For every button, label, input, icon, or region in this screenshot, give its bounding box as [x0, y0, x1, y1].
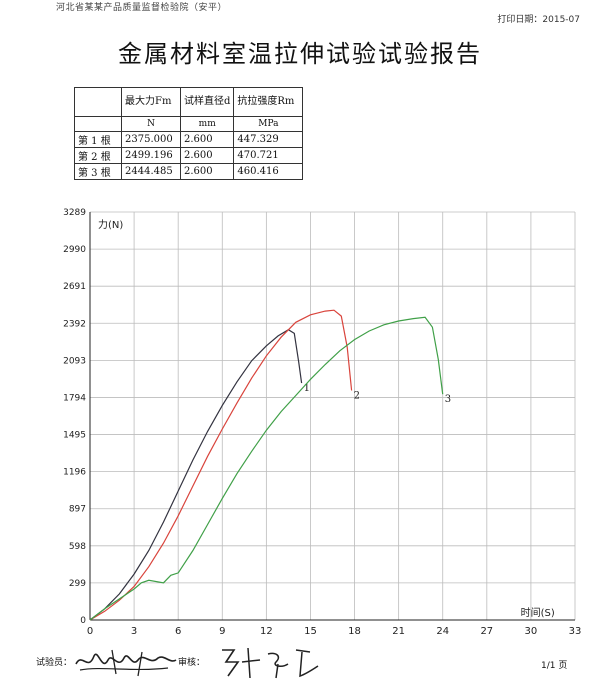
x-tick-label: 15: [304, 626, 317, 637]
x-tick-label: 24: [436, 626, 449, 637]
series-label: 1: [304, 383, 310, 394]
series-line-2: [89, 309, 353, 621]
x-tick-label: 21: [392, 626, 405, 637]
report-title: 金属材料室温拉伸试验试验报告: [118, 40, 482, 68]
x-tick-label: 27: [480, 626, 493, 637]
table-cell: 2.600: [179, 147, 235, 164]
table-unit-cell: mm: [179, 116, 235, 132]
x-tick-label: 9: [219, 626, 225, 637]
table-cell: 第 1 根: [74, 131, 122, 148]
table-unit-cell: MPa: [233, 116, 304, 132]
reviewer-signature: [222, 647, 319, 679]
table-cell: 2.600: [179, 163, 235, 180]
y-tick-label: 1794: [63, 393, 86, 403]
print-date: 打印日期：2015-07: [497, 15, 580, 25]
table-header-cell: [74, 87, 122, 117]
x-tick-label: 33: [569, 626, 582, 637]
table-unit-cell: N: [121, 116, 181, 132]
series-line-1: [89, 328, 303, 621]
table-cell: 470.721: [233, 147, 304, 164]
x-tick-label: 12: [260, 626, 273, 637]
table-header-cell: 抗拉强度Rm: [233, 87, 304, 117]
series-label: 2: [354, 391, 360, 402]
table-cell: 447.329: [233, 131, 304, 148]
page-number: 1/1 页: [541, 661, 568, 671]
table-header-cell: 试样直径d: [179, 87, 235, 117]
table-cell: 2499.196: [121, 147, 181, 164]
table-header-row: 最大力Fm 试样直径d 抗拉强度Rm: [74, 87, 304, 117]
y-tick-label: 1495: [63, 431, 86, 441]
reviewer-label: 审核：: [178, 658, 206, 668]
series-label: 3: [445, 394, 451, 405]
table-cell: 第 2 根: [74, 147, 122, 164]
table-row: 第 3 根 2444.485 2.600 460.416: [74, 163, 304, 180]
table-cell: 2375.000: [121, 131, 181, 148]
y-tick-label: 299: [69, 579, 86, 589]
table-header-cell: 最大力Fm: [121, 87, 181, 117]
y-tick-label: 0: [80, 616, 86, 626]
results-table: 最大力Fm 试样直径d 抗拉强度Rm N mm MPa 第 1 根 2375.0…: [74, 87, 304, 180]
x-tick-label: 6: [175, 626, 181, 637]
table-unit-cell: [74, 116, 122, 132]
y-tick-label: 897: [69, 505, 86, 515]
y-tick-label: 2990: [63, 245, 86, 255]
y-tick-label: 2691: [63, 282, 86, 292]
x-tick-label: 30: [525, 626, 538, 637]
y-tick-label: 598: [69, 542, 86, 552]
tester-signature: [75, 649, 177, 677]
y-tick-label: 2392: [63, 319, 86, 329]
x-axis-label: 时间(S): [521, 606, 555, 619]
table-row: 第 1 根 2375.000 2.600 447.329: [74, 131, 304, 148]
table-cell: 第 3 根: [74, 163, 122, 180]
institution-header: 河北省某某产品质量监督检验院（安平）: [56, 3, 228, 13]
series-line-3: [89, 316, 444, 621]
y-axis-label: 力(N): [98, 218, 123, 231]
x-tick-label: 0: [87, 626, 93, 637]
y-tick-label: 1196: [63, 468, 86, 478]
table-cell: 460.416: [233, 163, 304, 180]
tester-label: 试验员：: [36, 658, 73, 668]
x-tick-label: 18: [348, 626, 361, 637]
table-cell: 2444.485: [121, 163, 181, 180]
y-tick-label: 3289: [63, 208, 86, 218]
force-time-chart: 0 3 6 9 12 15 18 21 24 27 30 3302995988971196149517…: [63, 208, 582, 637]
x-tick-label: 3: [131, 626, 137, 637]
y-tick-label: 2093: [63, 356, 86, 366]
table-units-row: N mm MPa: [74, 116, 304, 132]
table-cell: 2.600: [179, 131, 235, 148]
table-row: 第 2 根 2499.196 2.600 470.721: [74, 147, 304, 164]
